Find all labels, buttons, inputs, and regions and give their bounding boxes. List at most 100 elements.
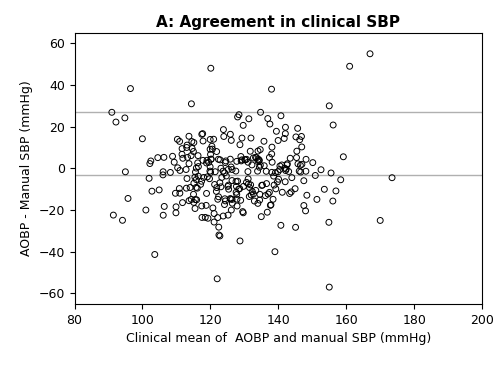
- Point: [228, 167, 236, 172]
- Point: [273, 179, 281, 185]
- Point: [194, 164, 202, 169]
- Point: [194, 160, 202, 166]
- Point: [191, 174, 199, 180]
- Point: [234, 114, 242, 120]
- Point: [222, 198, 230, 204]
- Point: [207, 156, 215, 162]
- Point: [255, 197, 263, 203]
- Point: [191, 206, 199, 212]
- Point: [232, 168, 240, 174]
- Point: [256, 162, 264, 168]
- Point: [246, 194, 253, 199]
- Point: [206, 146, 214, 152]
- Point: [238, 135, 246, 141]
- Point: [211, 169, 219, 175]
- Point: [112, 119, 120, 125]
- Point: [292, 134, 300, 140]
- Point: [224, 212, 232, 218]
- Point: [210, 219, 218, 225]
- Point: [182, 167, 190, 172]
- Point: [298, 134, 306, 139]
- Point: [222, 173, 230, 179]
- Point: [226, 196, 234, 202]
- Point: [300, 203, 308, 209]
- Point: [255, 158, 263, 164]
- Point: [274, 169, 282, 175]
- Point: [281, 165, 289, 171]
- Point: [225, 182, 233, 188]
- Point: [325, 103, 333, 109]
- Point: [329, 122, 337, 128]
- Point: [198, 203, 206, 209]
- Point: [210, 210, 218, 216]
- Point: [194, 173, 202, 179]
- Point: [206, 164, 214, 170]
- Point: [237, 197, 245, 203]
- Point: [182, 185, 190, 191]
- Point: [200, 175, 208, 180]
- Point: [219, 213, 227, 219]
- Point: [221, 170, 229, 176]
- Point: [266, 121, 274, 127]
- Point: [244, 169, 252, 175]
- Point: [192, 184, 200, 190]
- Point: [264, 116, 272, 122]
- Point: [228, 200, 236, 206]
- Point: [183, 176, 191, 182]
- Point: [302, 168, 310, 174]
- Point: [237, 158, 245, 164]
- Point: [199, 131, 207, 137]
- Point: [205, 160, 213, 165]
- Point: [265, 190, 273, 195]
- Point: [188, 146, 196, 152]
- Point: [183, 145, 191, 150]
- Point: [237, 154, 245, 160]
- Point: [283, 161, 291, 167]
- Point: [287, 189, 295, 195]
- Point: [228, 178, 236, 183]
- Point: [218, 175, 226, 180]
- Point: [176, 190, 184, 196]
- Point: [155, 187, 163, 193]
- Point: [332, 188, 340, 194]
- Point: [296, 163, 304, 168]
- Point: [294, 161, 302, 167]
- Point: [207, 65, 215, 71]
- Point: [148, 188, 156, 194]
- Point: [240, 183, 248, 189]
- Point: [190, 199, 198, 205]
- Point: [278, 189, 286, 195]
- Point: [254, 148, 262, 154]
- Point: [178, 152, 186, 157]
- Point: [294, 126, 302, 131]
- Point: [247, 192, 255, 198]
- Point: [282, 166, 290, 172]
- Point: [300, 178, 308, 184]
- Point: [207, 152, 215, 157]
- Point: [236, 186, 244, 191]
- Point: [201, 214, 209, 220]
- Point: [220, 134, 228, 139]
- Point: [272, 128, 280, 134]
- Point: [146, 161, 154, 167]
- Point: [233, 183, 241, 189]
- Point: [109, 212, 117, 218]
- Point: [268, 169, 276, 175]
- Point: [189, 149, 197, 154]
- Point: [254, 201, 262, 206]
- Point: [175, 186, 183, 191]
- Point: [271, 249, 279, 255]
- Point: [256, 191, 264, 197]
- Point: [253, 168, 261, 174]
- Point: [172, 210, 180, 216]
- Point: [179, 155, 187, 161]
- Point: [327, 170, 335, 176]
- Point: [226, 131, 234, 137]
- Point: [293, 148, 301, 154]
- Point: [266, 202, 274, 208]
- Point: [277, 113, 285, 119]
- Point: [192, 165, 200, 171]
- Point: [260, 163, 268, 169]
- Point: [145, 175, 153, 181]
- Point: [236, 142, 244, 147]
